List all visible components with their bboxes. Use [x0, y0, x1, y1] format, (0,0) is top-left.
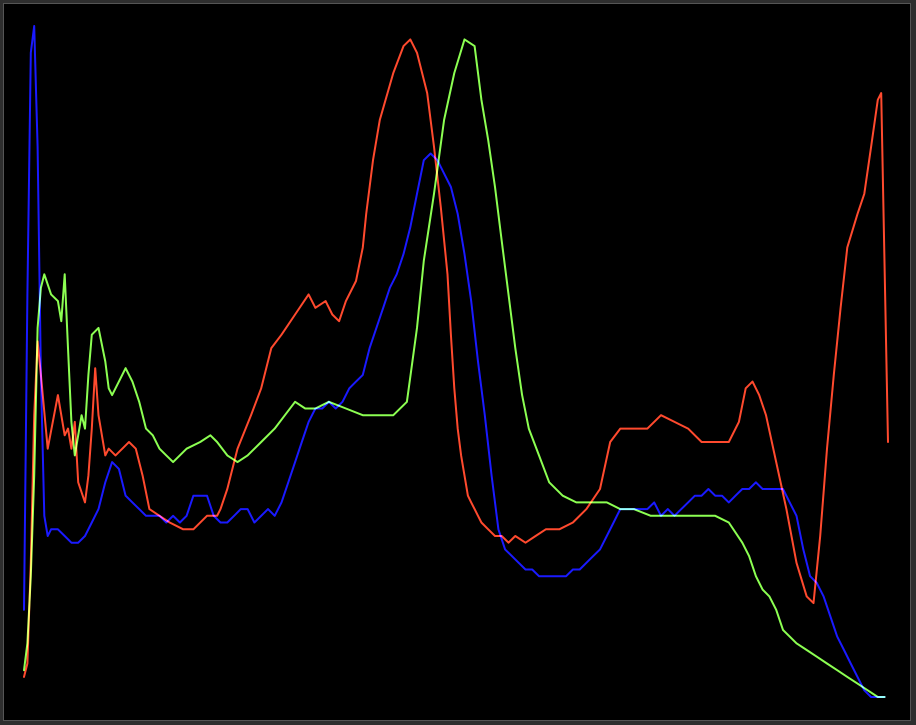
plot-area: [3, 3, 911, 721]
red-channel-line: [23, 38, 889, 678]
blue-channel-line: [23, 25, 886, 698]
green-channel-line: [23, 38, 886, 698]
